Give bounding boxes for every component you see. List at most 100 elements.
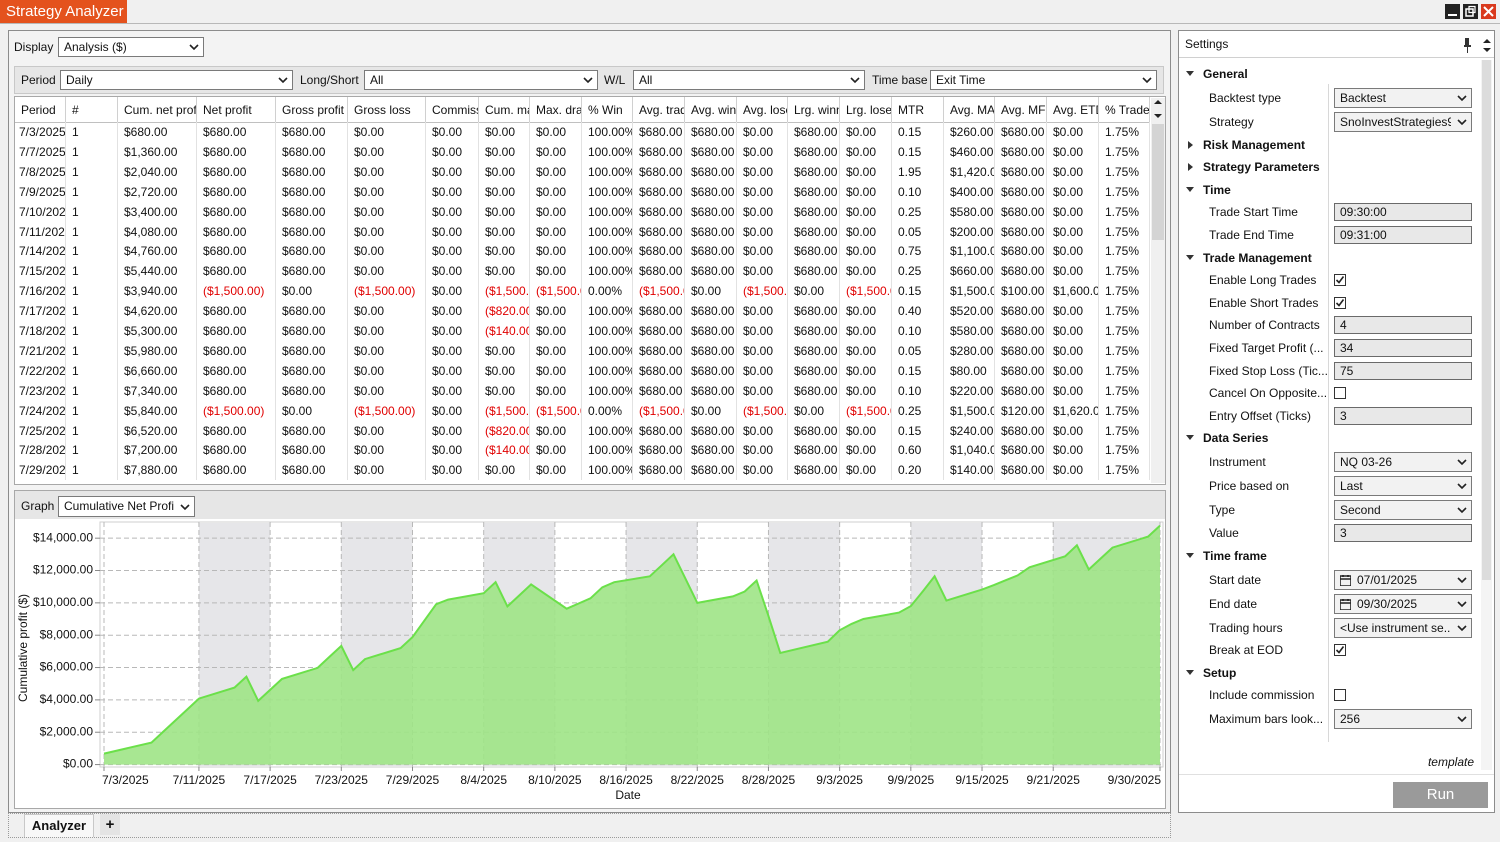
setting-dropdown[interactable]: SnoInvestStrategies9: [1334, 112, 1472, 132]
section-header[interactable]: Setup: [1203, 665, 1237, 680]
setting-dropdown[interactable]: Second: [1334, 500, 1472, 521]
setting-checkbox[interactable]: [1334, 387, 1346, 400]
column-header[interactable]: Max. drawdown: [530, 97, 582, 123]
setting-dropdown-value: Backtest: [1340, 91, 1387, 105]
table-cell: $0.00: [530, 360, 582, 381]
table-cell: ($1,500.00): [530, 400, 582, 421]
table-cell: 100.00%: [582, 340, 633, 361]
section-header[interactable]: Trade Management: [1203, 250, 1312, 265]
table-cell: $680.00: [276, 122, 348, 142]
setting-checkbox[interactable]: [1334, 644, 1346, 657]
table-cell: $0.00: [840, 122, 892, 142]
table-cell: 0.15: [892, 360, 944, 381]
setting-dropdown[interactable]: Last: [1334, 476, 1472, 497]
setting-dropdown[interactable]: 256: [1334, 709, 1472, 730]
column-header[interactable]: Gross profit: [276, 97, 348, 123]
column-header[interactable]: Avg. MAE: [944, 97, 995, 123]
setting-dropdown-chevron: [1457, 625, 1467, 631]
window-controls[interactable]: [1444, 3, 1498, 21]
setting-textbox[interactable]: 09:31:00: [1334, 226, 1472, 244]
column-header[interactable]: Cum. max. drawdown: [479, 97, 530, 123]
column-header[interactable]: Avg. trade: [633, 97, 685, 123]
column-header[interactable]: % Trade: [1099, 97, 1150, 123]
filter-dropdown[interactable]: All: [364, 70, 598, 90]
table-cell: $0.00: [1047, 321, 1099, 341]
section-header[interactable]: Strategy Parameters: [1203, 160, 1320, 175]
column-header[interactable]: Period: [15, 97, 66, 123]
table-cell: $0.00: [348, 360, 426, 381]
column-header[interactable]: Avg. ETD: [1047, 97, 1099, 123]
column-header[interactable]: Net profit: [197, 97, 276, 123]
setting-dropdown-value: NQ 03-26: [1340, 455, 1393, 470]
table-cell: $0.00: [348, 420, 426, 441]
table-cell: $0.00: [530, 241, 582, 262]
filter-dropdown[interactable]: Exit Time: [930, 70, 1157, 90]
setting-checkbox[interactable]: [1334, 689, 1346, 702]
table-cell: $680.00: [633, 122, 685, 142]
table-scroll-thumb[interactable]: [1152, 124, 1164, 240]
setting-date[interactable]: 07/01/2025: [1334, 569, 1472, 590]
setting-textbox[interactable]: 3: [1334, 406, 1472, 425]
column-header[interactable]: MTR: [892, 97, 944, 123]
column-header[interactable]: Gross loss: [348, 97, 426, 123]
section-toggle-shape: [1186, 669, 1194, 675]
setting-date[interactable]: 09/30/2025: [1334, 593, 1472, 614]
column-header[interactable]: Commission: [426, 97, 479, 123]
setting-dropdown[interactable]: NQ 03-26: [1334, 452, 1472, 473]
display-dropdown[interactable]: Analysis ($): [58, 37, 204, 57]
setting-textbox[interactable]: 34: [1334, 339, 1472, 357]
table-cell: $680.00: [633, 161, 685, 182]
section-header[interactable]: General: [1203, 67, 1248, 81]
table-cell: 7/22/2025: [15, 360, 66, 381]
settings-footer: template: [1427, 755, 1474, 769]
settings-scroll-thumb[interactable]: [1482, 60, 1491, 580]
column-header[interactable]: Lrg. winner: [788, 97, 840, 123]
setting-textbox[interactable]: 4: [1334, 316, 1472, 335]
tab[interactable]: Analyzer: [24, 814, 94, 837]
setting-textbox[interactable]: 09:30:00: [1334, 203, 1472, 222]
column-header[interactable]: Lrg. loser: [840, 97, 892, 123]
section-header[interactable]: Time frame: [1203, 548, 1267, 563]
table-cell: 7/24/2025: [15, 400, 66, 421]
table-cell: 0.10: [892, 321, 944, 341]
setting-checkbox[interactable]: [1334, 296, 1346, 309]
setting-dropdown[interactable]: Backtest: [1334, 88, 1472, 108]
table-cell: 1.95: [892, 161, 944, 182]
table-cell: 7/7/2025: [15, 141, 66, 162]
table-cell: $680.00: [197, 241, 276, 262]
setting-label: Strategy: [1209, 115, 1254, 129]
filter-dropdown[interactable]: All: [633, 70, 865, 90]
setting-checkbox[interactable]: [1334, 274, 1346, 287]
setting-textbox[interactable]: 75: [1334, 361, 1472, 380]
setting-textbox[interactable]: 3: [1334, 524, 1472, 542]
column-header[interactable]: Cum. net profit: [118, 97, 197, 123]
run-button[interactable]: Run: [1393, 782, 1488, 808]
column-header[interactable]: Avg. MFE: [995, 97, 1047, 123]
table-cell: $0.00: [737, 340, 788, 361]
table-cell: ($1,500.00): [633, 400, 685, 421]
table-cell: 1: [66, 301, 118, 322]
section-header[interactable]: Risk Management: [1203, 137, 1306, 152]
table-cell: $680.00: [788, 261, 840, 282]
table-cell: 7/11/2025: [15, 221, 66, 242]
section-header[interactable]: Data Series: [1203, 431, 1269, 446]
filter-dropdown[interactable]: Daily: [60, 70, 293, 90]
table-scroll-arrows[interactable]: [1150, 97, 1166, 123]
table-cell: $0.00: [530, 321, 582, 341]
column-header[interactable]: % Win: [582, 97, 633, 123]
setting-dropdown[interactable]: <Use instrument se...: [1334, 617, 1472, 638]
column-header[interactable]: Avg. winner: [685, 97, 737, 123]
setting-label: Price based on: [1209, 479, 1290, 494]
settings-header-icons[interactable]: [1460, 36, 1496, 56]
table-cell: $680.00: [995, 360, 1047, 381]
graph-frame: [14, 490, 1166, 809]
table-cell: $0.00: [348, 380, 426, 401]
tab-add[interactable]: +: [100, 814, 120, 835]
column-header[interactable]: #: [66, 97, 118, 123]
column-header[interactable]: Avg. loser: [737, 97, 788, 123]
graph-dropdown[interactable]: Cumulative Net Profit: [58, 496, 195, 517]
table-cell: 100.00%: [582, 460, 633, 481]
table-cell: $0.00: [1047, 380, 1099, 401]
section-header[interactable]: Time: [1203, 182, 1231, 197]
setting-dropdown-chevron: [1457, 119, 1467, 126]
